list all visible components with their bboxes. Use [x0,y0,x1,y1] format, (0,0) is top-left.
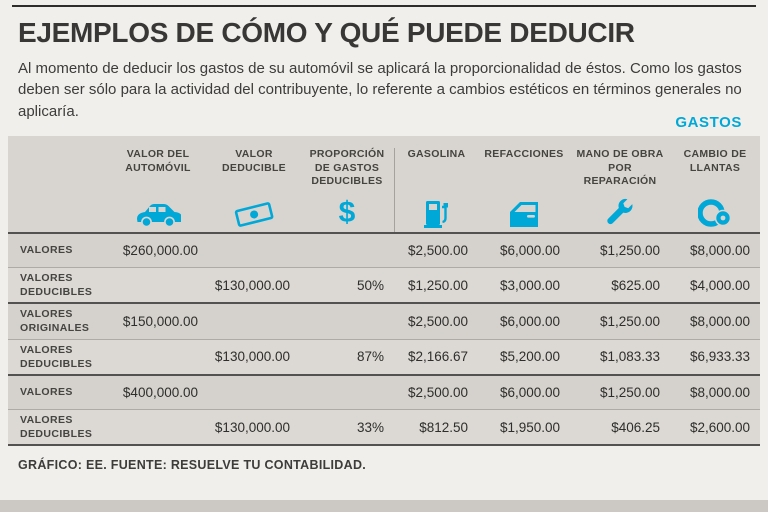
row-label: VALORES DEDUCIBLES [20,343,93,370]
table-cell: $6,933.33 [689,349,750,365]
tire-icon [698,194,732,228]
table-row: VALORES DEDUCIBLES $130,000.00 87% $2,16… [8,339,760,376]
gastos-badge: GASTOS [675,114,742,131]
column-label: REFACCIONES [484,147,564,160]
table-header: VALOR DEL AUTOMÓVIL VALOR DEDUCIBLE [8,135,760,234]
column-header-gasolina: GASOLINA [394,147,478,232]
table-cell: 50% [356,277,384,293]
column-header-refacciones: REFACCIONES [478,148,570,232]
column-header-mano-de-obra: MANO DE OBRA POR REPARACIÓN [570,148,670,232]
source-credit: GRÁFICO: EE. FUENTE: RESUELVE TU CONTABI… [18,458,367,473]
table-cell: $4,000.00 [689,277,750,293]
intro-text: Al momento de deducir los gastos de su a… [18,60,742,120]
table-cell: $2,600.00 [689,419,750,435]
column-label: CAMBIO DE LLANTAS [683,147,747,174]
column-label: GASOLINA [407,147,466,160]
column-header-cambio-llantas: CAMBIO DE LLANTAS [670,148,760,232]
gas-pump-icon [423,194,450,228]
table-row: VALORES $400,000.00 $2,500.00 $6,000.00 … [8,375,760,410]
table-cell: $6,000.00 [499,313,560,329]
car-door-icon [509,194,539,228]
table-cell: 33% [356,419,384,435]
column-header-proporcion: PROPORCIÓN DE GASTOS DEDUCIBLES $ [300,148,394,232]
table-cell: $260,000.00 [122,242,198,258]
car-icon [135,194,181,228]
column-header-valor-deducible: VALOR DEDUCIBLE [208,148,300,232]
banknote-icon [233,194,275,228]
corner-cell [8,148,108,232]
column-label: VALOR DEL AUTOMÓVIL [125,147,191,174]
table-cell: $8,000.00 [689,384,750,400]
table-cell: $6,000.00 [499,242,560,258]
table-cell: $1,250.00 [407,277,468,293]
table-cell: $8,000.00 [689,313,750,329]
row-label: VALORES DEDUCIBLES [20,413,93,441]
table-cell: $1,250.00 [599,313,660,329]
table-cell: $6,000.00 [499,384,560,400]
top-rule [12,5,756,7]
table-cell: $1,250.00 [599,384,660,400]
table-row: VALORES ORIGINALES $150,000.00 $2,500.00… [8,304,760,340]
row-label: VALORES DEDUCIBLES [20,271,93,299]
column-label: PROPORCIÓN DE GASTOS DEDUCIBLES [309,147,385,188]
wrench-icon [605,194,635,228]
table-cell: $2,500.00 [407,313,468,329]
row-label: VALORES [20,244,73,257]
table-cell: $2,500.00 [407,384,468,400]
table-cell: $130,000.00 [214,277,290,293]
row-label: VALORES ORIGINALES [20,308,90,335]
column-label: VALOR DEDUCIBLE [222,147,286,174]
table-cell: $130,000.00 [214,349,290,365]
table-cell: $3,000.00 [499,277,560,293]
table-row: VALORES $260,000.00 $2,500.00 $6,000.00 … [8,233,760,268]
table-cell: $150,000.00 [122,313,198,329]
row-label: VALORES [20,386,73,399]
table-cell: $1,083.33 [599,349,660,365]
dollar-glyph: $ [338,195,356,229]
table-cell: $812.50 [419,419,468,435]
table-cell: $406.25 [611,419,660,435]
table-row: VALORES DEDUCIBLES $130,000.00 33% $812.… [8,409,760,447]
table-cell: 87% [356,349,384,365]
table-cell: $2,500.00 [407,242,468,258]
table-row: VALORES DEDUCIBLES $130,000.00 50% $1,25… [8,267,760,305]
table-cell: $400,000.00 [122,384,198,400]
bottom-strip [0,500,768,512]
table-cell: $1,250.00 [599,242,660,258]
table-cell: $625.00 [611,277,660,293]
column-header-valor-automovil: VALOR DEL AUTOMÓVIL [108,148,208,232]
table-cell: $2,166.67 [407,349,468,365]
page-title: EJEMPLOS DE CÓMO Y QUÉ PUEDE DEDUCIR [18,17,635,48]
table-cell: $130,000.00 [214,419,290,435]
deduction-table: VALOR DEL AUTOMÓVIL VALOR DEDUCIBLE [8,135,760,447]
table-cell: $1,950.00 [499,419,560,435]
column-label: MANO DE OBRA POR REPARACIÓN [576,147,664,188]
table-cell: $5,200.00 [499,349,560,365]
table-cell: $8,000.00 [689,242,750,258]
dollar-icon: $ [339,194,356,228]
